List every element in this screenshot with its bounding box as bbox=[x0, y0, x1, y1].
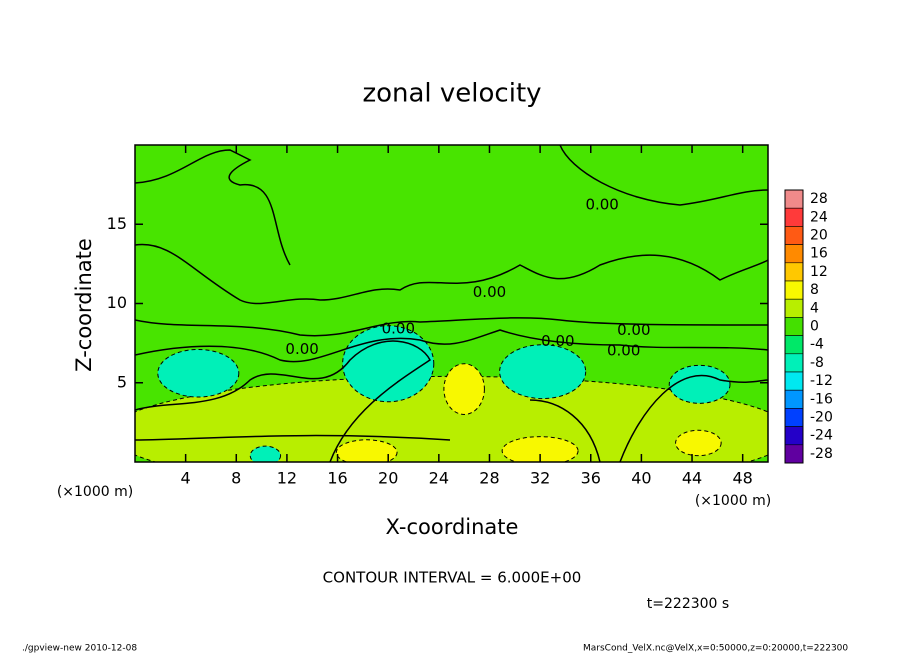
colorbar-label: 0 bbox=[810, 319, 819, 335]
y-axis-label: Z-coordinate bbox=[72, 238, 96, 372]
field-region bbox=[249, 445, 282, 462]
contour-label: 0.00 bbox=[607, 342, 640, 360]
colorbar-box bbox=[784, 226, 804, 245]
colorbar-box bbox=[784, 353, 804, 373]
contour-label: 0.00 bbox=[541, 332, 574, 350]
x-tick-label: 44 bbox=[682, 469, 702, 488]
y-tick-label: 10 bbox=[107, 293, 127, 312]
field-region bbox=[501, 436, 579, 462]
x-tick-label: 12 bbox=[277, 469, 297, 488]
y-tick-label: 5 bbox=[117, 372, 127, 391]
colorbar-label: -8 bbox=[810, 355, 824, 371]
contour-line bbox=[135, 317, 768, 337]
field-region bbox=[443, 363, 485, 415]
x-tick-label: 48 bbox=[733, 469, 753, 488]
contour-line bbox=[135, 329, 768, 363]
field-region bbox=[135, 375, 768, 462]
colorbar-label: 12 bbox=[810, 264, 828, 280]
colorbar-label: 8 bbox=[810, 282, 819, 298]
contour-label: 0.00 bbox=[585, 196, 618, 214]
footer-right: MarsCond_VelX.nc@VelX,x=0:50000,z=0:2000… bbox=[583, 644, 848, 654]
colorbar-box bbox=[784, 426, 804, 446]
field-region bbox=[668, 364, 731, 404]
colorbar-box bbox=[784, 244, 804, 264]
field bbox=[135, 325, 768, 462]
colorbar-box bbox=[784, 371, 804, 391]
x-tick-label: 4 bbox=[181, 469, 191, 488]
x-tick-label: 28 bbox=[479, 469, 499, 488]
x-tick-label: 16 bbox=[327, 469, 347, 488]
colorbar-label: -12 bbox=[810, 373, 833, 389]
contour-label: 0.00 bbox=[473, 283, 506, 301]
y-tick-label: 15 bbox=[107, 214, 127, 233]
colorbar-box bbox=[784, 444, 804, 464]
colorbar-box bbox=[784, 280, 804, 300]
contour-label: 0.00 bbox=[285, 340, 318, 358]
contour-interval: CONTOUR INTERVAL = 6.000E+00 bbox=[323, 569, 582, 587]
x-tick-label: 32 bbox=[530, 469, 550, 488]
colorbar-label: -16 bbox=[810, 391, 833, 407]
x-unit-label: (×1000 m) bbox=[695, 493, 771, 509]
x-axis-label: X-coordinate bbox=[386, 515, 519, 539]
colorbar-label: 4 bbox=[810, 300, 819, 316]
colorbar-box bbox=[784, 317, 804, 336]
contour-label: 0.00 bbox=[382, 319, 415, 337]
colorbar-label: 20 bbox=[810, 228, 828, 244]
colorbar-box bbox=[784, 335, 804, 355]
colorbar-label: -4 bbox=[810, 337, 824, 353]
colorbar-box bbox=[784, 298, 804, 318]
colorbar-box bbox=[784, 389, 804, 409]
field-region bbox=[499, 344, 587, 400]
x-tick-label: 36 bbox=[581, 469, 601, 488]
contour-line bbox=[135, 149, 768, 305]
field-region bbox=[675, 429, 722, 457]
contour-line bbox=[135, 340, 768, 462]
x-unit-label: (×1000 m) bbox=[57, 484, 133, 500]
colorbar-box bbox=[784, 189, 804, 209]
contours bbox=[135, 145, 768, 462]
x-tick-label: 40 bbox=[631, 469, 651, 488]
time-label: t=222300 s bbox=[647, 596, 729, 612]
contour-label: 0.00 bbox=[617, 321, 650, 339]
chart-title: zonal velocity bbox=[362, 79, 541, 109]
footer-left: ./gpview-new 2010-12-08 bbox=[22, 644, 137, 654]
field-region bbox=[157, 348, 240, 398]
colorbar-label: -20 bbox=[810, 410, 833, 426]
colorbar-label: 28 bbox=[810, 191, 828, 207]
x-tick-label: 24 bbox=[429, 469, 449, 488]
contour-line bbox=[559, 145, 768, 206]
colorbar-box bbox=[784, 408, 804, 427]
colorbar-label: -24 bbox=[810, 428, 833, 444]
x-tick-label: 8 bbox=[231, 469, 241, 488]
field-region bbox=[335, 439, 398, 462]
x-tick-label: 20 bbox=[378, 469, 398, 488]
colorbar-box bbox=[784, 207, 804, 227]
colorbar-label: 16 bbox=[810, 246, 828, 262]
colorbar-label: 24 bbox=[810, 209, 828, 225]
colorbar-label: -28 bbox=[810, 446, 833, 462]
colorbar-frame bbox=[784, 189, 804, 464]
colorbar-box bbox=[784, 262, 804, 282]
